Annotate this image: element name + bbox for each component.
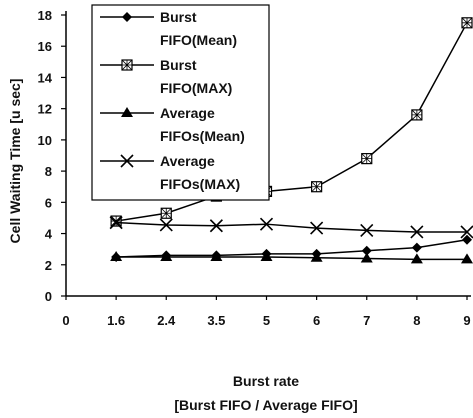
series-group <box>109 17 473 264</box>
data-point <box>461 17 473 29</box>
data-point <box>120 154 134 168</box>
data-point <box>311 181 323 193</box>
y-tick-label: 16 <box>38 39 52 54</box>
data-point <box>411 242 422 253</box>
y-tick-label: 18 <box>38 8 52 23</box>
series-4 <box>109 216 473 239</box>
legend-item: Average FIFOs(Mean) <box>100 105 245 144</box>
data-point <box>121 59 133 71</box>
legend-label: Burst <box>160 9 197 25</box>
legend-label-line2: FIFOs(Mean) <box>160 128 245 144</box>
data-point <box>110 215 122 227</box>
data-point <box>360 223 374 237</box>
series-3 <box>110 250 473 264</box>
data-point <box>122 12 132 22</box>
data-point <box>410 253 423 264</box>
legend-label: Burst <box>160 57 197 73</box>
x-tick-label: 3.5 <box>207 313 225 328</box>
data-point <box>361 153 373 165</box>
y-tick-label: 8 <box>45 164 52 179</box>
x-tick-label: 6 <box>313 313 320 328</box>
y-tick-label: 2 <box>45 258 52 273</box>
data-point <box>460 225 473 239</box>
y-tick-labels: 0 2 4 6 8 10 12 14 16 18 <box>38 8 53 304</box>
data-point <box>160 250 173 261</box>
series-line <box>116 221 467 233</box>
legend-item: Average FIFOs(MAX) <box>100 153 240 192</box>
data-point <box>159 218 173 232</box>
axes <box>61 11 471 300</box>
x-axis-title-subtitle: [Burst FIFO / Average FIFO] <box>174 397 357 413</box>
x-tick-label: 2.4 <box>157 313 176 328</box>
x-tick-label: 8 <box>413 313 420 328</box>
data-point <box>110 250 123 261</box>
data-point <box>160 207 172 219</box>
x-tick-label: 9 <box>463 313 470 328</box>
legend-label: Average <box>160 153 215 169</box>
y-axis-title: Cell Waiting Time [u sec] <box>7 79 23 244</box>
legend-label-line2: FIFOs(MAX) <box>160 176 240 192</box>
data-point <box>259 217 274 231</box>
data-point <box>310 251 323 262</box>
x-tick-label: 1.6 <box>107 313 125 328</box>
y-tick-label: 6 <box>45 195 52 210</box>
legend-label: Average <box>160 105 215 121</box>
data-point <box>461 253 473 264</box>
data-point <box>260 250 273 261</box>
legend: Burst FIFO(Mean) Burst FIFO(MAX) Average FIFO… <box>91 4 270 201</box>
y-tick-label: 14 <box>38 70 53 85</box>
series-line <box>116 256 467 261</box>
data-point <box>411 109 423 121</box>
y-tick-label: 12 <box>38 102 52 117</box>
legend-label-line2: FIFO(Mean) <box>160 32 237 48</box>
legend-item: Burst FIFO(MAX) <box>100 57 232 96</box>
data-point <box>462 234 472 245</box>
legend-item: Burst FIFO(Mean) <box>100 9 237 48</box>
x-tick-labels: 0 1.6 2.4 3.5 5 6 7 8 9 <box>62 313 470 328</box>
series-line <box>116 22 468 222</box>
x-tick-label: 7 <box>363 313 370 328</box>
legend-label-line2: FIFO(MAX) <box>160 80 232 96</box>
y-tick-label: 10 <box>38 133 52 148</box>
x-tick-label: 5 <box>263 313 270 328</box>
x-tick-label: 0 <box>62 313 69 328</box>
data-point <box>361 245 372 256</box>
series-line <box>116 239 468 258</box>
x-axis-title: Burst rate <box>233 373 299 389</box>
data-point <box>360 252 373 263</box>
data-point <box>410 225 424 239</box>
data-point <box>109 216 123 230</box>
data-point <box>210 250 223 261</box>
data-point <box>121 107 133 117</box>
data-point <box>209 219 223 233</box>
y-tick-label: 4 <box>45 227 53 242</box>
y-tick-label: 0 <box>45 289 52 304</box>
data-point <box>310 221 324 235</box>
